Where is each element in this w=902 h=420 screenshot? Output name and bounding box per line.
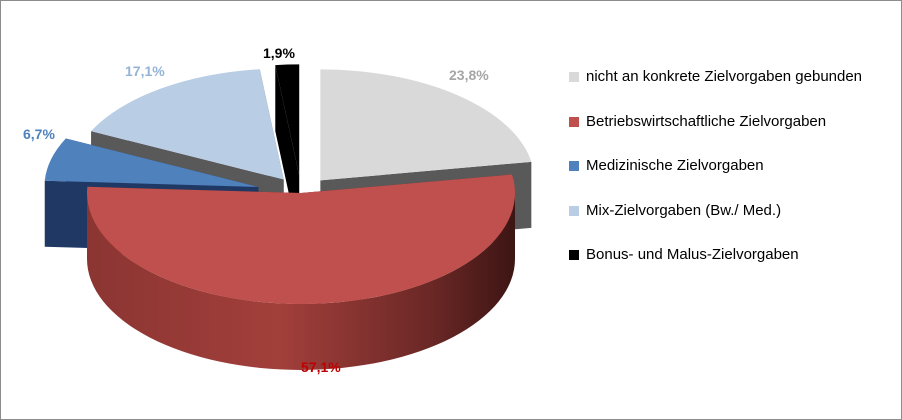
legend: nicht an konkrete Zielvorgaben gebunden … xyxy=(569,67,889,290)
legend-swatch-3 xyxy=(569,205,579,216)
legend-item: Betriebswirtschaftliche Zielvorgaben xyxy=(569,112,889,157)
legend-item: Medizinische Zielvorgaben xyxy=(569,156,889,201)
legend-label: Betriebswirtschaftliche Zielvorgaben xyxy=(586,112,827,130)
legend-item: Mix-Zielvorgaben (Bw./ Med.) xyxy=(569,201,889,246)
slice-top xyxy=(44,138,259,187)
slice-rim xyxy=(87,193,515,370)
slice-label-4: 1,9% xyxy=(263,45,295,61)
slice-label-3: 17,1% xyxy=(125,63,165,79)
slice-top xyxy=(87,174,516,305)
slice-label-2: 6,7% xyxy=(23,126,55,142)
legend-label: Medizinische Zielvorgaben xyxy=(586,157,764,174)
legend-label: Bonus- und Malus-Zielvorgaben xyxy=(586,246,799,263)
slice-top xyxy=(320,69,532,181)
slice-top xyxy=(91,69,284,180)
legend-label: nicht an konkrete Zielvorgaben gebunden xyxy=(586,68,863,85)
pie-slice-1 xyxy=(87,174,516,370)
legend-swatch-4 xyxy=(569,250,579,260)
legend-label: Mix-Zielvorgaben (Bw./ Med.) xyxy=(586,201,782,219)
slice-top xyxy=(275,64,300,176)
legend-swatch-0 xyxy=(569,72,579,82)
legend-item: Bonus- und Malus-Zielvorgaben xyxy=(569,245,889,290)
legend-swatch-2 xyxy=(569,161,579,171)
slice-label-0: 23,8% xyxy=(449,67,489,83)
slice-label-1: 57,1% xyxy=(301,359,341,375)
legend-item: nicht an konkrete Zielvorgaben gebunden xyxy=(569,67,889,112)
legend-swatch-1 xyxy=(569,116,579,127)
